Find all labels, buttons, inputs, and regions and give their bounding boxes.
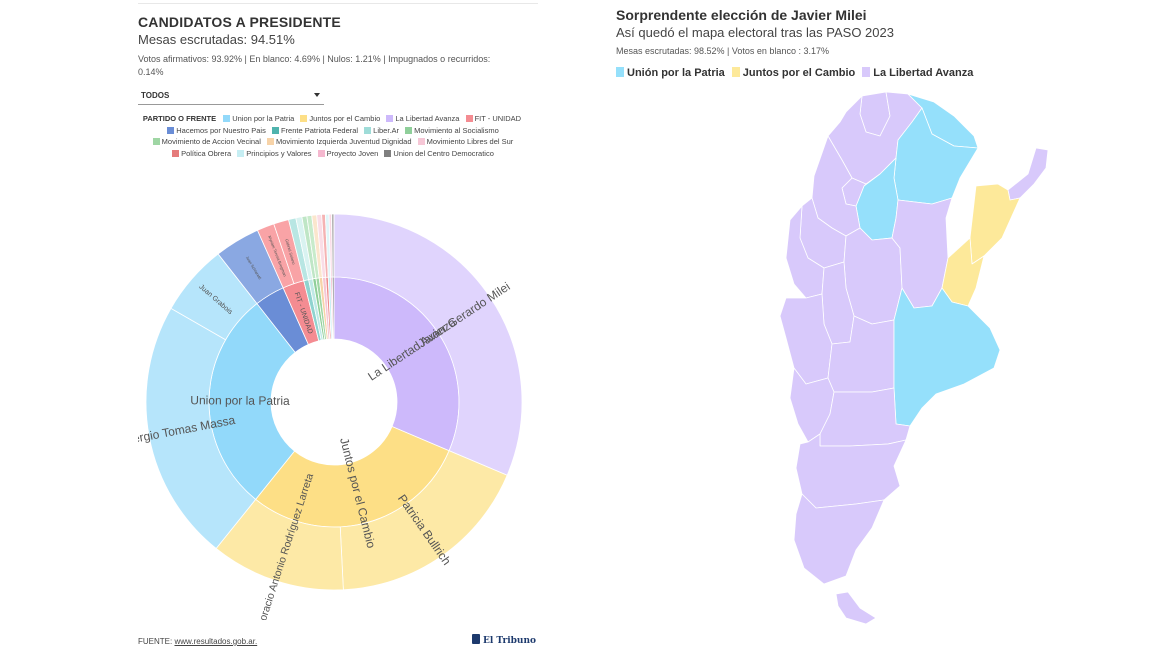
map-legend-item[interactable]: Juntos por el Cambio — [731, 67, 856, 79]
legend-label: Proyecto Joven — [326, 148, 379, 158]
legend-label: La Libertad Avanza — [395, 114, 460, 123]
legend-swatch — [417, 138, 425, 145]
legend-item[interactable]: Política Obrera — [172, 148, 231, 160]
legend-label: Movimiento Libres del Sur — [426, 137, 514, 146]
left-panel: CANDIDATOS A PRESIDENTE Mesas escrutadas… — [138, 0, 538, 650]
legend-item[interactable]: Liber.Ar — [364, 125, 399, 137]
legend-item[interactable]: Union por la Patria — [223, 113, 294, 125]
legend-swatch — [152, 138, 160, 145]
legend-swatch — [364, 126, 372, 134]
chevron-down-icon — [314, 93, 320, 97]
legend-item[interactable]: FIT - UNIDAD — [465, 113, 522, 125]
legend-label: Política Obrera — [181, 148, 232, 158]
legend-item[interactable]: La Libertad Avanza — [386, 113, 459, 125]
legend-label: Union por la Patria — [232, 114, 295, 123]
legend-item[interactable]: Union del Centro Democratico — [384, 148, 494, 160]
argentina-map — [779, 91, 1049, 625]
source-link[interactable]: www.resultados.gob.ar. — [174, 637, 258, 646]
filter-select-value: TODOS — [141, 91, 170, 100]
legend-item[interactable]: Principios y Valores — [237, 148, 312, 160]
source-label: FUENTE: — [138, 637, 173, 646]
legend-label: Principios y Valores — [246, 148, 312, 158]
map-meta: Mesas escrutadas: 98.52% | Votos en blan… — [616, 46, 829, 56]
legend-label: Movimiento al Socialismo — [414, 125, 499, 135]
province-shape[interactable] — [1007, 147, 1049, 201]
legend-item[interactable]: Proyecto Joven — [317, 148, 379, 160]
legend-swatch — [386, 115, 394, 122]
legend-header: PARTIDO O FRENTE — [142, 114, 217, 123]
legend-label: Union del Centro Democratico — [393, 148, 494, 158]
map-legend-label: Juntos por el Cambio — [742, 67, 856, 79]
sunburst-candidate-segment[interactable] — [333, 213, 523, 476]
map-legend-swatch — [731, 67, 740, 77]
legend-item[interactable]: Juntos por el Cambio — [300, 113, 380, 125]
party-legend: PARTIDO O FRENTE Union por la Patria Jun… — [138, 113, 528, 159]
legend-item[interactable]: Movimiento Libres del Sur — [417, 136, 514, 148]
legend-label: Movimiento de Accion Vecinal — [161, 137, 261, 146]
legend-swatch — [300, 115, 308, 122]
chart-subtitle: Mesas escrutadas: 94.51% — [138, 32, 295, 47]
legend-label: Frente Patriota Federal — [280, 125, 359, 135]
filter-select[interactable]: TODOS — [138, 88, 324, 105]
map-legend-item[interactable]: Unión por la Patria — [616, 67, 725, 79]
province-shape[interactable] — [893, 287, 1001, 427]
legend-swatch — [405, 126, 413, 134]
el-tribuno-logo[interactable]: El Tribuno — [472, 634, 536, 646]
legend-label: Hacemos por Nuestro Pais — [176, 125, 266, 135]
right-panel: Sorprendente elección de Javier Milei As… — [616, 0, 1136, 650]
legend-swatch — [237, 149, 245, 157]
top-divider — [138, 3, 538, 4]
legend-item[interactable]: Movimiento Izquierda Juventud Dignidad — [267, 136, 412, 148]
legend-swatch — [223, 115, 231, 122]
legend-label: Movimiento Izquierda Juventud Dignidad — [276, 137, 412, 146]
map-subtitle: Así quedó el mapa electoral tras las PAS… — [616, 25, 894, 40]
legend-item[interactable]: Frente Patriota Federal — [271, 125, 359, 137]
province-shape[interactable] — [793, 493, 885, 585]
logo-text: El Tribuno — [483, 636, 536, 646]
legend-item[interactable]: Movimiento al Socialismo — [405, 125, 499, 137]
legend-swatch — [317, 149, 325, 157]
map-legend-swatch — [616, 67, 624, 77]
legend-swatch — [465, 115, 473, 122]
sunburst-candidate-segment[interactable] — [145, 307, 257, 550]
legend-swatch — [384, 149, 392, 157]
logo-icon — [472, 634, 480, 644]
legend-swatch — [267, 138, 274, 145]
province-shape[interactable] — [835, 591, 877, 625]
source-footer: FUENTE: www.resultados.gob.ar. — [138, 637, 257, 646]
legend-item[interactable]: Movimiento de Accion Vecinal — [152, 136, 261, 148]
legend-item[interactable]: Hacemos por Nuestro Pais — [167, 125, 266, 137]
votes-summary-line: Votos afirmativos: 93.92% | En blanco: 4… — [138, 54, 491, 64]
legend-label: FIT - UNIDAD — [474, 114, 522, 123]
sunburst-party-label: Union por la Patria — [190, 393, 290, 408]
votes-summary-line: 0.14% — [138, 67, 164, 77]
chart-title: CANDIDATOS A PRESIDENTE — [138, 14, 341, 30]
map-legend-label: La Libertad Avanza — [873, 67, 974, 79]
legend-swatch — [167, 126, 175, 134]
sunburst-candidate-segment[interactable] — [331, 213, 335, 278]
map-legend-label: Unión por la Patria — [627, 67, 725, 79]
map-title: Sorprendente elección de Javier Milei — [616, 7, 867, 23]
votes-summary: Votos afirmativos: 93.92% | En blanco: 4… — [138, 53, 533, 79]
legend-label: Juntos por el Cambio — [309, 114, 381, 123]
legend-label: Liber.Ar — [373, 125, 400, 135]
legend-swatch — [172, 149, 180, 157]
map-legend: Unión por la Patria Juntos por el Cambio L… — [616, 67, 980, 79]
legend-swatch — [271, 126, 279, 134]
province-shape[interactable] — [843, 227, 903, 325]
map-legend-item[interactable]: La Libertad Avanza — [862, 67, 973, 79]
map-legend-swatch — [862, 67, 871, 77]
